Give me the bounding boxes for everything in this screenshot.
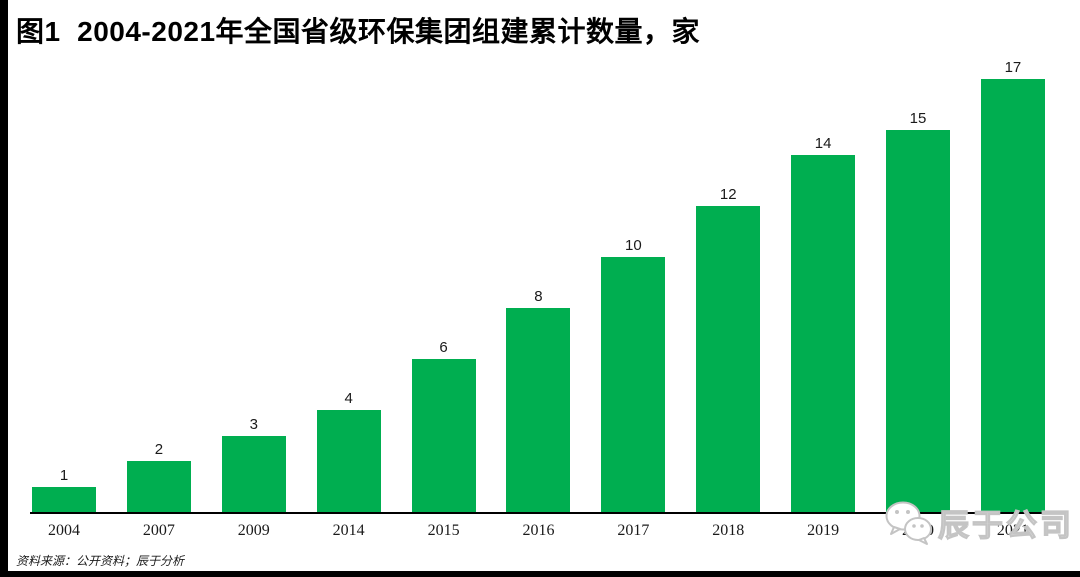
chart-title: 图1 2004-2021年全国省级环保集团组建累计数量，家 <box>16 16 701 47</box>
bar-column: 3 <box>221 415 286 512</box>
bar-column: 14 <box>791 135 856 512</box>
bar-value-label: 6 <box>439 339 448 356</box>
bar-value-label: 8 <box>534 288 543 305</box>
bar-column: 10 <box>601 237 666 512</box>
x-axis-tick-label: 2004 <box>48 522 80 539</box>
wechat-icon <box>884 500 934 551</box>
bar-column: 8 <box>506 288 571 512</box>
bar <box>316 410 381 512</box>
x-axis-tick-label: 2015 <box>427 522 460 539</box>
bar <box>791 155 856 512</box>
bar-value-label: 4 <box>344 390 353 407</box>
bar-value-label: 15 <box>909 109 927 127</box>
bar-value-label: 2 <box>154 441 164 458</box>
left-border-strip <box>0 0 8 577</box>
x-axis-tick-label: 2016 <box>522 522 555 539</box>
bar <box>886 129 951 512</box>
bar-value-label: 14 <box>814 135 832 152</box>
bar-column: 6 <box>411 339 476 512</box>
source-note: 资料来源：公开资料；辰于分析 <box>16 554 185 568</box>
bar-chart: 1 2 3 4 6 8 10 12 14 15 17 <box>32 0 1045 512</box>
bar <box>221 435 286 512</box>
x-axis-tick-label: 2017 <box>617 522 650 539</box>
bar <box>32 486 96 512</box>
bar <box>696 206 761 512</box>
bar-value-label: 1 <box>59 466 69 484</box>
x-axis-line <box>30 512 1049 514</box>
bottom-border-strip <box>0 571 1080 577</box>
x-axis-tick-label: 2009 <box>237 522 270 539</box>
x-axis-tick-label: 2014 <box>332 522 365 539</box>
bar-column: 17 <box>980 58 1045 512</box>
bar <box>601 257 666 512</box>
x-axis-tick-label: 2019 <box>807 522 840 539</box>
bar-column: 4 <box>316 390 381 512</box>
x-axis-tick-label: 2018 <box>712 522 745 539</box>
bar-column: 12 <box>696 186 761 512</box>
bar-value-label: 10 <box>625 237 642 254</box>
x-axis-tick-label: 2021 <box>996 522 1029 539</box>
bar-column: 15 <box>886 109 951 512</box>
bar-value-label: 12 <box>719 186 737 203</box>
bar <box>506 308 571 512</box>
bar <box>980 78 1045 512</box>
x-axis-tick-label: 2007 <box>142 522 175 539</box>
watermark-text: 辰于公司 <box>937 508 1074 543</box>
bar-column: 1 <box>32 466 96 512</box>
bar-column: 2 <box>126 441 191 512</box>
watermark: 辰于公司 <box>884 500 1074 551</box>
bar-value-label: 17 <box>1004 58 1022 76</box>
bar <box>411 359 476 512</box>
bar <box>126 461 191 512</box>
bar-value-label: 3 <box>249 415 258 433</box>
